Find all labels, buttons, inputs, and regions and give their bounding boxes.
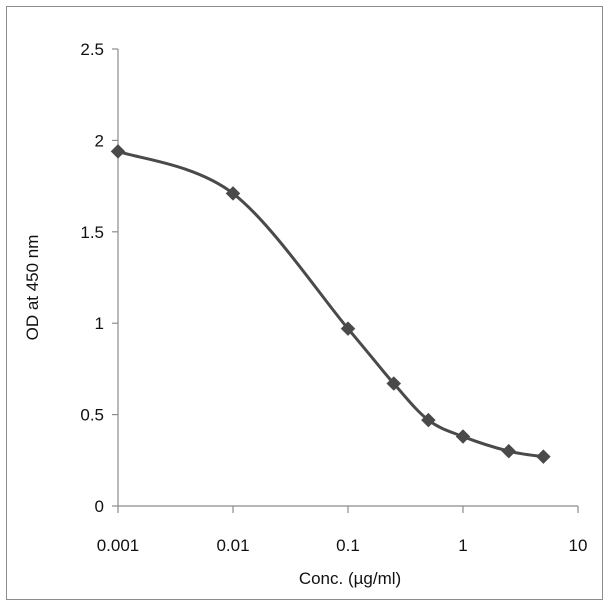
- x-tick-label: 0.01: [216, 536, 249, 555]
- series-line: [116, 149, 545, 459]
- y-axis: 0 0.5 1 1.5 2 2.5: [80, 40, 119, 516]
- y-tick-label: 2: [95, 131, 104, 150]
- y-tick-label: 1: [95, 314, 104, 333]
- chart-frame: [6, 6, 603, 600]
- series-layer: [110, 144, 551, 464]
- x-tick-label: 0.1: [336, 536, 360, 555]
- data-point: [455, 429, 471, 444]
- data-point: [421, 412, 436, 428]
- x-tick-label: 1: [458, 536, 467, 555]
- data-point: [386, 376, 402, 391]
- y-axis-title: OD at 450 nm: [23, 235, 42, 341]
- data-point: [501, 443, 517, 459]
- y-tick-label: 0.5: [80, 406, 104, 425]
- y-tick-label: 2.5: [80, 40, 104, 59]
- data-point: [225, 186, 241, 201]
- x-axis-title: Conc. (µg/ml): [299, 569, 401, 588]
- data-point: [536, 449, 551, 464]
- data-point: [340, 321, 356, 337]
- x-tick-label: 0.001: [97, 536, 140, 555]
- y-tick-label: 1.5: [80, 223, 104, 242]
- y-tick-label: 0: [95, 497, 104, 516]
- x-tick-label: 10: [569, 536, 588, 555]
- data-point: [110, 144, 126, 159]
- x-axis: 0.001 0.01 0.1 1 10: [97, 505, 588, 555]
